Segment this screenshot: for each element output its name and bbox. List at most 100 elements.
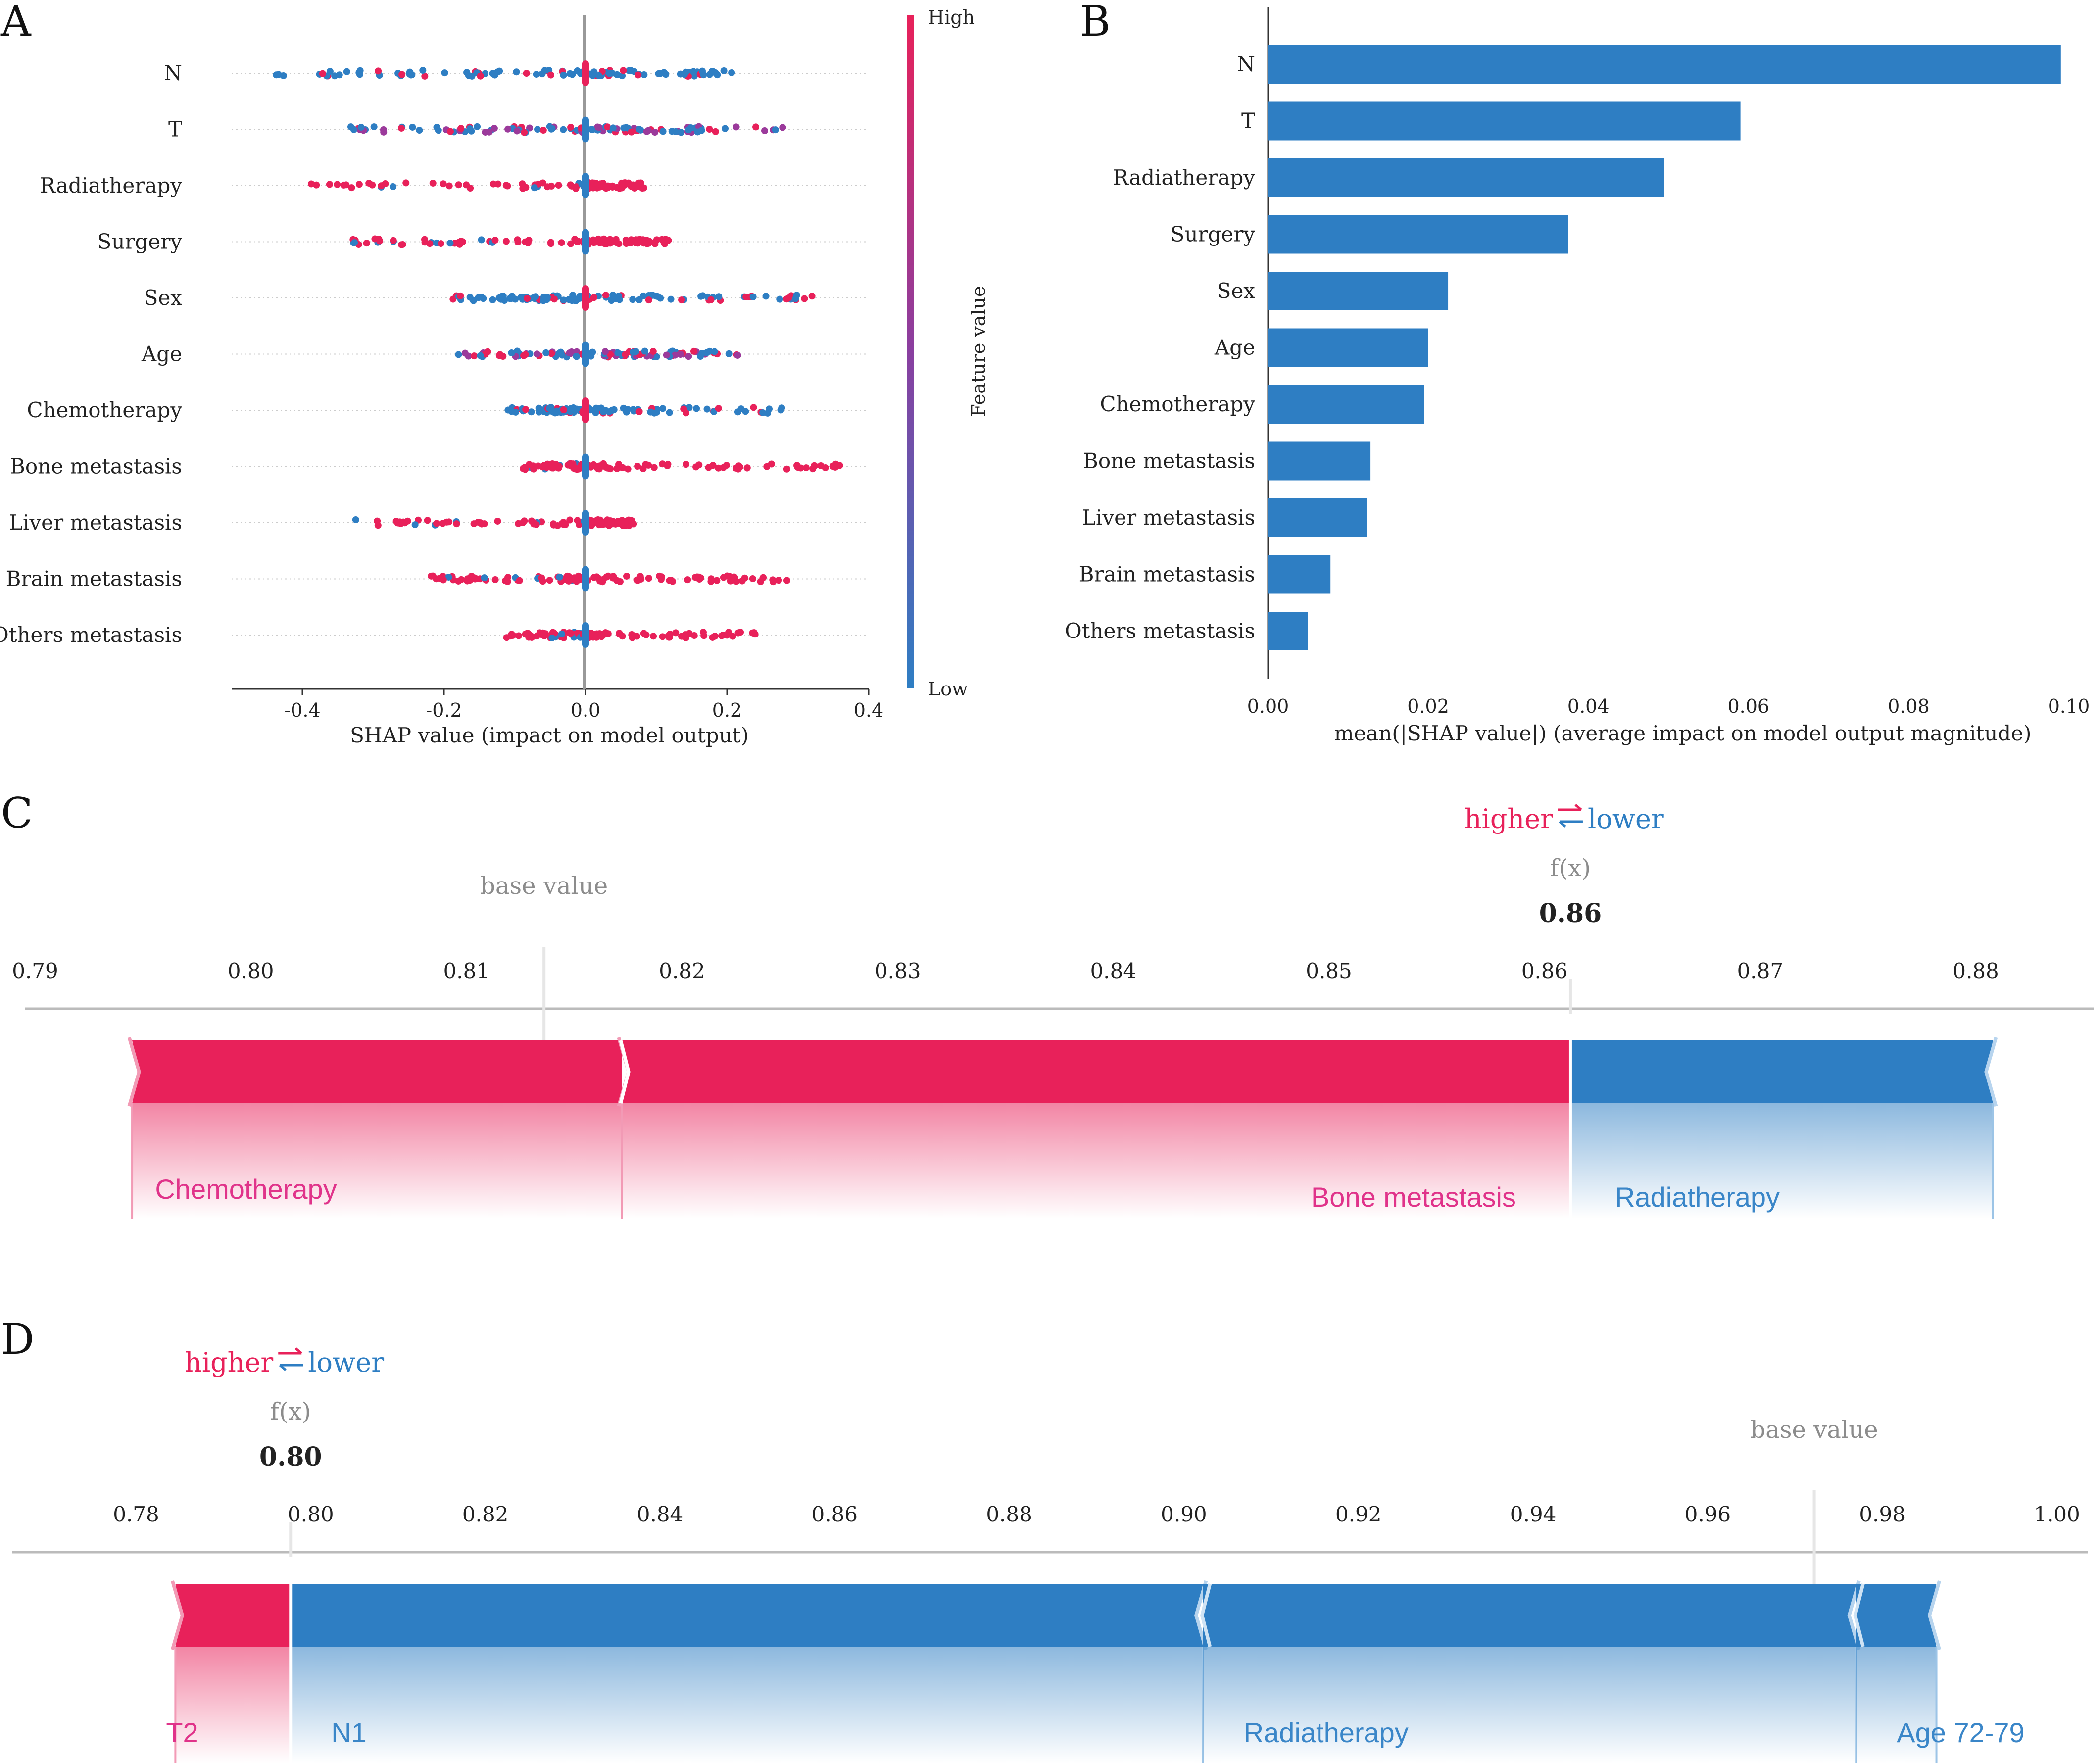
panel-a-dot	[709, 462, 717, 469]
force-tick-label: 0.82	[659, 959, 705, 983]
panel-a-dot	[635, 408, 643, 415]
panel-b-bar	[1268, 328, 1428, 367]
force-positive-label: T2	[166, 1717, 198, 1748]
force-tick-label: 0.78	[113, 1502, 159, 1526]
panel-a-dot	[606, 70, 613, 77]
panel-a-dot	[555, 464, 562, 472]
panel-a-dot	[734, 629, 742, 637]
colorbar	[907, 15, 914, 688]
panel-a-dot	[599, 578, 606, 586]
panel-a-dot	[613, 71, 621, 78]
panel-a-dot	[504, 406, 512, 414]
colorbar-low-label: Low	[928, 678, 968, 700]
panel-a-dot	[477, 72, 484, 80]
panel-a-dot	[398, 241, 405, 248]
panel-b-bar	[1268, 158, 1664, 197]
panel-a-dot	[640, 71, 648, 79]
panel-a-feature-dots	[428, 566, 790, 592]
panel-a-dot	[792, 295, 799, 302]
legend-lower: lower	[1588, 803, 1664, 834]
panel-a-dot	[567, 630, 575, 637]
panel-b-category-label: Brain metastasis	[1079, 562, 1255, 587]
panel-a-dot	[720, 67, 728, 74]
panel-a-feature-dots	[307, 173, 647, 198]
panel-a-dot	[680, 405, 687, 413]
panel-a-dot	[616, 578, 624, 586]
panel-a-feature-label: Chemotherapy	[27, 398, 182, 422]
panel-a-dot	[671, 351, 679, 359]
force-tick-label: 1.00	[2034, 1502, 2080, 1526]
panel-a-dot	[640, 630, 647, 637]
panel-a-x-tick-label: 0.4	[854, 699, 883, 721]
force-tick-label: 0.82	[462, 1502, 509, 1526]
force-positive-segment	[175, 1584, 291, 1647]
panel-a-x-tick-label: -0.2	[426, 699, 462, 721]
panel-a-dot	[723, 462, 730, 469]
panel-a-dot	[528, 408, 535, 416]
panel-a-dot	[555, 182, 562, 189]
panel-a-dot	[682, 68, 689, 76]
panel-a-dot	[590, 68, 598, 76]
fx-label: f(x)	[270, 1398, 311, 1425]
panel-a-dot	[557, 348, 564, 356]
panel-b-x-tick-label: 0.10	[2048, 695, 2090, 717]
force-positive-segment	[132, 1040, 622, 1103]
panel-a-dot	[390, 183, 397, 190]
panel-a-dot	[709, 68, 716, 75]
panel-a-dot	[357, 123, 365, 131]
panel-a-dot	[759, 574, 767, 582]
panel-a-dot	[601, 348, 609, 355]
panel-a-dot	[489, 180, 497, 188]
panel-a-dot	[390, 237, 397, 244]
panel-a-dot	[783, 577, 790, 584]
panel-a-dot	[593, 404, 601, 412]
panel-a-dot	[657, 294, 664, 302]
panel-a-dot	[663, 351, 670, 359]
panel-a-dot	[343, 68, 350, 75]
panel-a-dot	[513, 127, 521, 135]
panel-a-dot	[548, 125, 556, 132]
force-segment-separator	[1200, 1583, 1212, 1647]
force-positive-fade	[175, 1647, 291, 1763]
panel-a-dot	[630, 406, 637, 413]
panel-a-dot	[590, 574, 598, 581]
panel-b-category-label: Others metastasis	[1065, 619, 1255, 643]
panel-a-dot	[697, 353, 704, 360]
panel-a-dot	[569, 71, 576, 78]
base-value-label: base value	[480, 872, 608, 900]
panel-a-zero-cluster	[582, 453, 589, 480]
panel-a-dot	[762, 293, 770, 300]
panel-b-category-label: Liver metastasis	[1082, 505, 1255, 530]
panel-a-dot	[602, 292, 609, 299]
panel-a-dot	[307, 180, 315, 188]
panel-a-dot	[801, 295, 808, 302]
force-segment-separator	[619, 1040, 631, 1104]
panel-a-dot	[655, 70, 662, 77]
panel-a-dot	[319, 70, 326, 77]
panel-a-dot	[645, 575, 652, 582]
panel-a-feature-label: N	[164, 61, 182, 85]
panel-a-dot	[275, 71, 282, 78]
force-negative-fade	[1856, 1647, 1937, 1763]
panel-a-dot	[817, 462, 825, 469]
panel-a-dot	[477, 352, 484, 359]
fx-label: f(x)	[1550, 854, 1591, 882]
panel-a-dot	[590, 239, 597, 246]
panel-a-dot	[725, 629, 733, 636]
panel-a-dot	[522, 351, 529, 358]
panel-a-dot	[455, 239, 463, 246]
panel-a-dot	[643, 128, 650, 135]
panel-a-dot	[737, 405, 745, 413]
panel-a-dot	[489, 296, 496, 303]
panel-a-dot	[664, 460, 672, 468]
panel-a-zero-cluster	[582, 285, 589, 311]
panel-a-dot	[752, 123, 760, 131]
panel-a-dot	[523, 70, 530, 77]
force-tick-label: 0.80	[228, 959, 274, 983]
panel-a-dot	[629, 296, 636, 303]
panel-a-dot	[499, 352, 507, 360]
panel-a-dot	[560, 296, 567, 304]
panel-a-dot	[370, 123, 378, 131]
panel-a-dot	[616, 631, 623, 638]
panel-a-dot	[494, 517, 501, 525]
